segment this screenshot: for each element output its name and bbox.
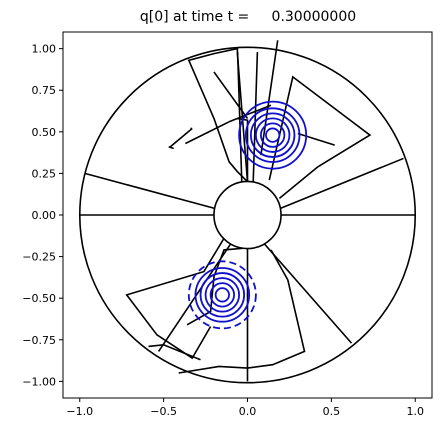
mesh-edge-5 bbox=[280, 157, 404, 210]
mesh-polyline-0 bbox=[187, 47, 249, 183]
mesh-edge-12 bbox=[169, 127, 193, 148]
contour-level-1-2 bbox=[204, 277, 241, 313]
mesh-polyline-4 bbox=[185, 121, 230, 145]
contour-level-0-1 bbox=[260, 122, 286, 148]
x-tick-label: 1.0 bbox=[406, 405, 424, 418]
y-tick-label: 0.50 bbox=[32, 126, 57, 139]
contour-level-1-0 bbox=[214, 287, 230, 303]
x-tick-label: 0.0 bbox=[239, 405, 257, 418]
x-tick-label: −0.5 bbox=[150, 405, 177, 418]
y-tick-label: −0.50 bbox=[22, 292, 56, 305]
x-tick-label: 0.5 bbox=[323, 405, 341, 418]
y-tick-label: −0.75 bbox=[22, 334, 56, 347]
contour-level-1-4 bbox=[194, 267, 251, 323]
mesh-edge-9 bbox=[260, 40, 279, 156]
contour-level-0-3 bbox=[249, 112, 296, 158]
contour-level-0-2 bbox=[254, 117, 291, 153]
contour-level-0-0 bbox=[265, 127, 281, 143]
mesh-polyline-1 bbox=[237, 117, 249, 182]
y-tick-label: 0.25 bbox=[32, 167, 57, 180]
contour-level-0-4 bbox=[244, 107, 301, 163]
contour-level-2-0 bbox=[187, 260, 257, 330]
contour-level-1-3 bbox=[199, 272, 246, 318]
tick-layer: −1.0 −0.5 0.0 0.5 1.0 1.00 0.75 0.50 0.25 0.00 −0.… bbox=[22, 43, 424, 418]
y-tick-label: −0.25 bbox=[22, 251, 56, 264]
mesh-polyline-8 bbox=[148, 343, 201, 361]
x-tick-label: −1.0 bbox=[66, 405, 93, 418]
mesh-edge-6 bbox=[84, 172, 215, 210]
contour-layer bbox=[187, 100, 308, 330]
mesh-edge-7 bbox=[263, 243, 353, 344]
outer-boundary-circle bbox=[78, 46, 417, 384]
y-tick-label: 1.00 bbox=[32, 43, 57, 56]
contour-level-0-5 bbox=[238, 100, 308, 170]
y-tick-label: 0.75 bbox=[32, 84, 57, 97]
contour-level-1-1 bbox=[209, 282, 235, 308]
y-tick-label: −1.00 bbox=[22, 375, 56, 388]
mesh-polyline-7 bbox=[178, 249, 306, 374]
y-tick-label: 0.00 bbox=[32, 209, 57, 222]
mesh-edge-13 bbox=[168, 146, 174, 150]
mesh-polyline-3 bbox=[228, 104, 272, 123]
mesh-edge-3 bbox=[252, 51, 259, 183]
mesh-polyline-6 bbox=[186, 247, 243, 326]
mesh-polyline-5 bbox=[125, 237, 225, 360]
mesh-edge-14 bbox=[297, 132, 335, 146]
chart-title: q[0] at time t = 0.30000000 bbox=[140, 9, 356, 25]
